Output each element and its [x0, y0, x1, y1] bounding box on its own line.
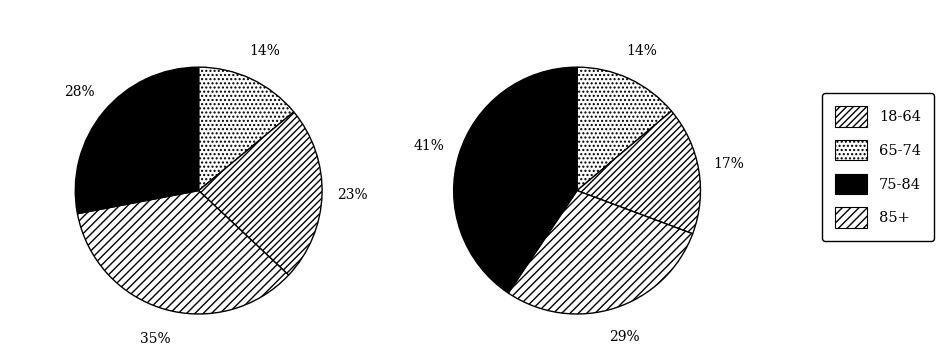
- Text: 14%: 14%: [626, 44, 657, 58]
- Text: 23%: 23%: [338, 188, 368, 203]
- Wedge shape: [78, 191, 289, 314]
- Wedge shape: [199, 67, 294, 191]
- Wedge shape: [76, 67, 199, 214]
- Text: 17%: 17%: [713, 157, 745, 171]
- Legend: 18-64, 65-74, 75-84, 85+: 18-64, 65-74, 75-84, 85+: [822, 93, 934, 241]
- Wedge shape: [577, 67, 672, 191]
- Text: 29%: 29%: [609, 330, 639, 344]
- Text: 35%: 35%: [140, 332, 171, 346]
- Wedge shape: [454, 67, 577, 293]
- Text: 14%: 14%: [249, 44, 280, 58]
- Text: 28%: 28%: [64, 85, 96, 99]
- Wedge shape: [508, 191, 692, 314]
- Wedge shape: [577, 111, 700, 234]
- Wedge shape: [199, 112, 322, 275]
- Text: 41%: 41%: [414, 139, 445, 153]
